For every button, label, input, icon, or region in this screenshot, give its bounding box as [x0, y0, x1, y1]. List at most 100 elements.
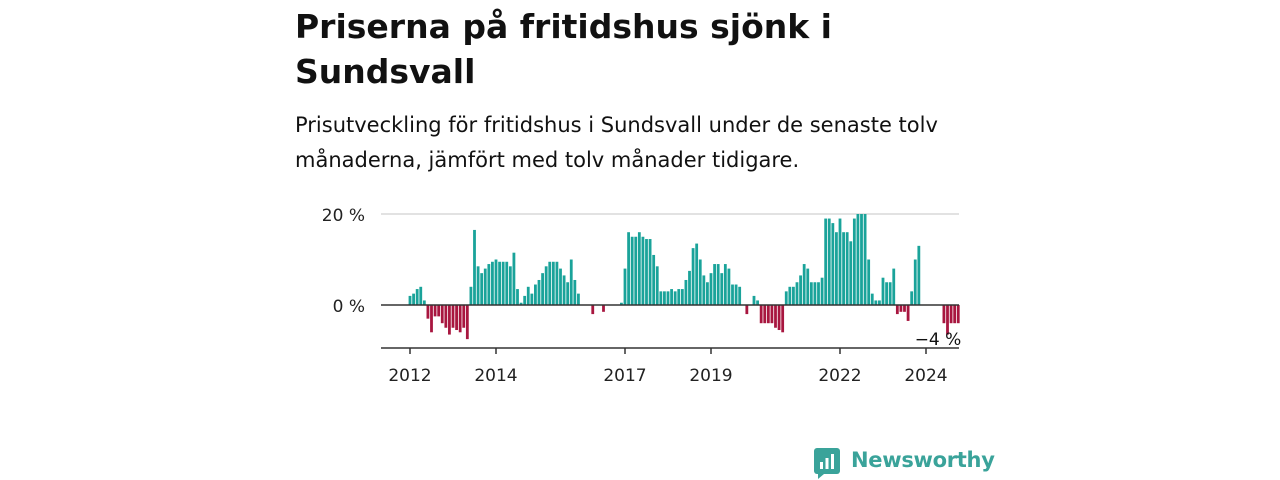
bar: [878, 300, 881, 305]
bar: [448, 305, 451, 335]
bar: [827, 218, 831, 305]
bar: [910, 291, 914, 305]
bar: [813, 282, 817, 305]
bar: [688, 270, 691, 306]
bar: [627, 232, 630, 305]
x-tick-label: 2024: [904, 366, 947, 386]
bar: [508, 266, 512, 305]
bar: [462, 305, 466, 328]
bar: [956, 305, 960, 324]
bar: [415, 289, 419, 305]
bar: [820, 277, 824, 305]
bar: [577, 293, 580, 306]
bar: [623, 268, 627, 305]
bar: [655, 266, 659, 305]
bar: [444, 305, 448, 328]
bar: [727, 268, 731, 305]
bar: [412, 293, 415, 306]
bar: [559, 268, 562, 305]
bar: [946, 305, 949, 335]
bar: [498, 261, 501, 305]
bar: [562, 275, 566, 305]
bar: [469, 286, 473, 305]
x-tick-label: 2012: [388, 366, 431, 386]
bar: [465, 305, 469, 340]
bar: [763, 305, 767, 324]
chart-bars: [408, 214, 960, 340]
brand-logo: Newsworthy: [814, 446, 1014, 479]
bar: [716, 264, 720, 305]
bar: [770, 305, 774, 324]
bar: [806, 268, 810, 305]
bar: [551, 261, 555, 305]
bar: [519, 302, 523, 305]
x-axis: 2012 2014 2017 2019 2022 2024: [381, 347, 959, 386]
y-tick-label: 0 %: [333, 297, 365, 317]
bar: [895, 305, 899, 315]
bar: [548, 261, 552, 305]
bar: [659, 291, 663, 305]
bar: [566, 282, 570, 305]
bar: [713, 264, 716, 305]
bar: [501, 261, 505, 305]
bar: [422, 300, 426, 305]
bar: [913, 259, 917, 305]
bar: [483, 268, 487, 305]
bar: [809, 282, 813, 305]
x-tick-label: 2014: [474, 366, 517, 386]
bar: [695, 243, 699, 305]
bar: [709, 273, 713, 305]
bar: [673, 291, 677, 305]
bar: [795, 282, 799, 305]
bar: [720, 273, 724, 305]
bar: [942, 305, 946, 324]
bar: [788, 286, 792, 305]
bar: [949, 305, 953, 324]
bar: [634, 236, 638, 305]
bar: [430, 305, 433, 333]
bar: [802, 264, 806, 305]
bar: [842, 232, 845, 305]
bar: [784, 291, 788, 305]
bar: [491, 261, 494, 305]
bar: [731, 284, 734, 305]
bar: [523, 295, 527, 305]
bar: [426, 305, 430, 319]
bar: [680, 289, 684, 305]
bar: [620, 302, 623, 305]
bar: [888, 282, 892, 305]
brand-name: Newsworthy: [851, 448, 995, 472]
bar: [555, 261, 559, 305]
bar: [630, 236, 634, 305]
bar: [494, 259, 498, 305]
bar-chart: 2012 2014 2017 2019 2022 2024 0 % 20 % −4 %: [322, 206, 962, 386]
bar: [591, 305, 595, 315]
x-tick-label: 2022: [818, 366, 861, 386]
bar: [534, 284, 537, 305]
bar: [473, 229, 476, 305]
bar: [437, 305, 441, 317]
bar: [440, 305, 444, 324]
bar: [849, 241, 853, 305]
bar: [455, 305, 458, 331]
bar: [899, 305, 903, 312]
bar: [480, 273, 484, 305]
newsworthy-logo-icon: [814, 448, 840, 479]
bar: [663, 291, 666, 305]
bar: [666, 291, 670, 305]
bar: [835, 232, 838, 305]
y-axis-labels: 0 % 20 %: [322, 206, 365, 317]
bar: [906, 305, 910, 321]
bar: [702, 275, 706, 305]
bar: [476, 266, 480, 305]
bar: [458, 305, 462, 333]
bar: [637, 232, 641, 305]
bar: [541, 273, 544, 305]
bar: [602, 305, 605, 312]
bar: [738, 286, 742, 305]
x-tick-label: 2019: [689, 366, 732, 386]
bar: [698, 259, 702, 305]
bar: [641, 236, 645, 305]
bar: [852, 218, 856, 305]
bar: [831, 223, 835, 305]
